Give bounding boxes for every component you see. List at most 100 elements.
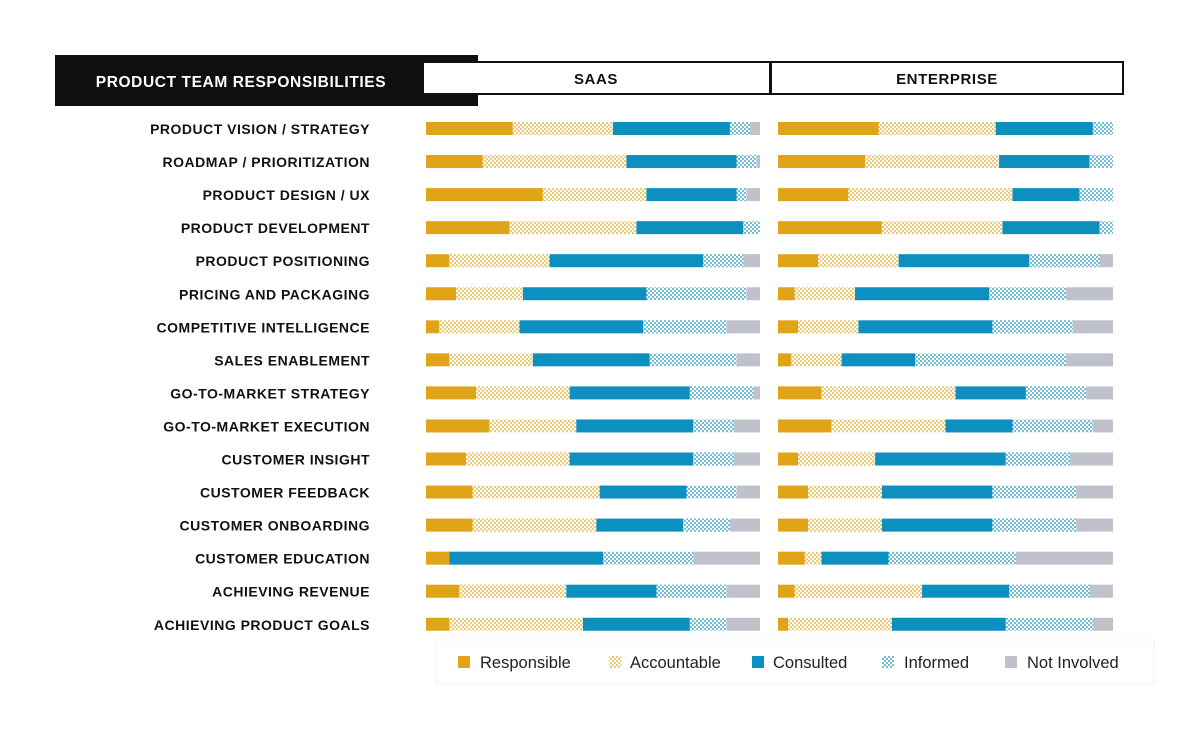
bar-segment-enterprise-customer-education-not-involved [1015, 551, 1113, 565]
bar-segment-enterprise-sales-enablement-responsible [778, 353, 792, 367]
bar-segment-saas-sales-enablement-responsible [426, 353, 450, 367]
bar-segment-saas-achieving-revenue-informed [656, 584, 727, 598]
legend-swatch-consulted [752, 656, 764, 668]
bar-segment-enterprise-achieving-revenue-not-involved [1089, 584, 1113, 598]
bar-segment-saas-product-vision-strategy-accountable [512, 122, 614, 135]
bar-segment-saas-sales-enablement-not-involved [736, 353, 760, 367]
bar-segment-enterprise-customer-onboarding-consulted [881, 518, 993, 532]
bar-segment-enterprise-product-development-responsible [778, 221, 882, 235]
panel-title-enterprise: ENTERPRISE [896, 71, 998, 88]
bar-segment-saas-customer-feedback-consulted [599, 485, 687, 499]
bar-segment-enterprise-achieving-product-goals-responsible [778, 617, 789, 631]
bar-segment-saas-product-positioning-accountable [449, 254, 550, 268]
bar-segment-enterprise-product-development-accountable [881, 221, 1003, 235]
bar-segment-enterprise-pricing-and-packaging-responsible [778, 287, 795, 301]
bar-segment-enterprise-customer-onboarding-not-involved [1076, 518, 1113, 532]
bar-segment-enterprise-go-to-market-execution-not-involved [1092, 419, 1113, 433]
bar-segment-saas-competitive-intelligence-not-involved [726, 320, 760, 334]
bar-segment-saas-product-vision-strategy-not-involved [749, 122, 760, 135]
bar-segment-enterprise-product-positioning-accountable [818, 254, 899, 268]
bar-segment-enterprise-product-design-ux-consulted [1012, 188, 1080, 202]
row-label-go-to-market-strategy: GO-TO-MARKET STRATEGY [170, 385, 370, 401]
bar-segment-enterprise-competitive-intelligence-not-involved [1072, 320, 1113, 334]
bar-segment-enterprise-customer-insight-responsible [778, 452, 799, 466]
bar-segment-saas-go-to-market-strategy-informed [689, 386, 754, 400]
bar-segment-enterprise-roadmap-prioritization-accountable [865, 155, 1000, 169]
bar-segment-saas-achieving-revenue-not-involved [726, 584, 760, 598]
bar-segment-enterprise-product-vision-strategy-informed [1092, 122, 1113, 135]
bar-segment-enterprise-product-positioning-consulted [898, 254, 1030, 268]
bar-segment-saas-customer-education-consulted [449, 551, 604, 565]
bar-segment-saas-pricing-and-packaging-informed [646, 287, 747, 301]
bar-segment-enterprise-achieving-product-goals-informed [1005, 617, 1093, 631]
bar-segment-saas-customer-insight-accountable [466, 452, 570, 466]
bar-segment-enterprise-sales-enablement-not-involved [1066, 353, 1113, 367]
bar-segment-enterprise-achieving-revenue-accountable [794, 584, 923, 598]
bar-segment-saas-achieving-product-goals-accountable [449, 617, 583, 631]
bar-segment-enterprise-achieving-product-goals-accountable [788, 617, 892, 631]
bar-segment-saas-customer-insight-responsible [426, 452, 467, 466]
bar-segment-enterprise-go-to-market-execution-informed [1012, 419, 1093, 433]
bar-segment-enterprise-product-development-consulted [1002, 221, 1100, 235]
legend-label-consulted: Consulted [773, 654, 847, 672]
bar-segment-enterprise-pricing-and-packaging-accountable [794, 287, 856, 301]
legend-swatch-not-involved [1005, 656, 1017, 668]
bar-segment-enterprise-pricing-and-packaging-informed [989, 287, 1067, 301]
bar-segment-enterprise-product-design-ux-accountable [848, 188, 1013, 202]
row-label-customer-feedback: CUSTOMER FEEDBACK [200, 485, 370, 501]
bar-segment-saas-product-development-accountable [509, 221, 637, 235]
bar-segment-enterprise-customer-insight-accountable [798, 452, 876, 466]
bar-segment-saas-product-positioning-responsible [426, 254, 450, 268]
legend-label-informed: Informed [904, 654, 969, 672]
row-label-go-to-market-execution: GO-TO-MARKET EXECUTION [163, 418, 370, 434]
bar-segment-enterprise-customer-feedback-responsible [778, 485, 809, 499]
row-label-product-design-ux: PRODUCT DESIGN / UX [203, 187, 371, 203]
bar-segment-enterprise-customer-education-accountable [804, 551, 822, 565]
legend-box [435, 639, 1155, 685]
legend-swatch-responsible [458, 656, 470, 668]
bar-segment-saas-customer-feedback-responsible [426, 485, 473, 499]
bar-segment-enterprise-customer-education-informed [888, 551, 1016, 565]
panel-header-saas [422, 61, 771, 95]
bar-segment-saas-achieving-product-goals-responsible [426, 617, 450, 631]
bar-segment-saas-product-vision-strategy-informed [729, 122, 750, 135]
bar-segment-enterprise-achieving-product-goals-not-involved [1092, 617, 1113, 631]
legend-swatch-informed [882, 656, 894, 668]
bar-segment-enterprise-achieving-revenue-responsible [778, 584, 795, 598]
legend-label-not-involved: Not Involved [1027, 654, 1119, 672]
row-label-product-development: PRODUCT DEVELOPMENT [181, 220, 370, 236]
bar-segment-saas-customer-insight-informed [693, 452, 734, 466]
row-label-roadmap-prioritization: ROADMAP / PRIORITIZATION [163, 154, 370, 170]
bar-segment-enterprise-go-to-market-strategy-accountable [821, 386, 956, 400]
bar-segment-enterprise-competitive-intelligence-consulted [858, 320, 993, 334]
bar-segment-saas-sales-enablement-accountable [449, 353, 533, 367]
bar-segment-enterprise-product-vision-strategy-consulted [995, 122, 1093, 135]
bar-segment-enterprise-sales-enablement-consulted [841, 353, 916, 367]
bar-segment-saas-achieving-product-goals-consulted [582, 617, 690, 631]
bar-segment-saas-customer-insight-consulted [569, 452, 694, 466]
bar-segment-saas-pricing-and-packaging-consulted [522, 287, 647, 301]
bar-segment-saas-customer-onboarding-responsible [426, 518, 473, 532]
row-label-product-vision-strategy: PRODUCT VISION / STRATEGY [150, 121, 370, 137]
bar-segment-saas-product-vision-strategy-consulted [613, 122, 730, 135]
row-label-product-positioning: PRODUCT POSITIONING [196, 253, 370, 269]
bar-segment-saas-product-positioning-not-involved [743, 254, 760, 268]
bar-segment-saas-go-to-market-execution-consulted [576, 419, 694, 433]
row-label-sales-enablement: SALES ENABLEMENT [214, 352, 370, 368]
bar-segment-saas-customer-feedback-informed [686, 485, 737, 499]
bar-segment-enterprise-go-to-market-execution-accountable [831, 419, 946, 433]
bar-segment-saas-product-design-ux-consulted [646, 188, 737, 202]
bar-segment-enterprise-product-design-ux-responsible [778, 188, 849, 202]
title-box [55, 55, 478, 106]
bar-segment-enterprise-product-positioning-informed [1029, 254, 1100, 268]
bar-segment-enterprise-sales-enablement-accountable [791, 353, 842, 367]
bar-segment-enterprise-achieving-revenue-consulted [922, 584, 1010, 598]
bar-segment-enterprise-customer-feedback-accountable [808, 485, 882, 499]
bar-segment-saas-go-to-market-strategy-consulted [569, 386, 690, 400]
row-label-achieving-product-goals: ACHIEVING PRODUCT GOALS [154, 617, 370, 633]
bar-segment-enterprise-sales-enablement-informed [915, 353, 1067, 367]
bar-segment-saas-customer-insight-not-involved [733, 452, 760, 466]
bar-segment-saas-product-vision-strategy-responsible [426, 122, 513, 135]
bar-segment-saas-roadmap-prioritization-accountable [482, 155, 627, 169]
